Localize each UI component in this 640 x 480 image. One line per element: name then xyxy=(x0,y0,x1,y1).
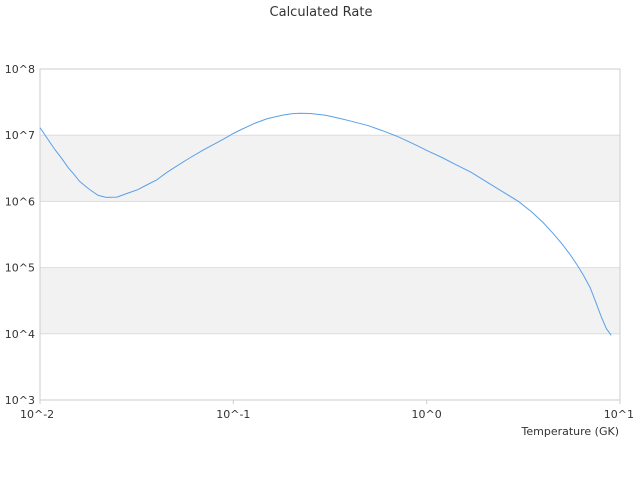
x-tick-label: 10^-2 xyxy=(20,408,54,421)
plot-border xyxy=(39,68,621,401)
y-tick-label: 10^8 xyxy=(5,63,35,76)
y-tick-label: 10^4 xyxy=(5,328,35,341)
grid-lines xyxy=(40,68,620,401)
plot-band xyxy=(40,267,620,334)
x-tick-label: 10^0 xyxy=(412,408,442,421)
x-tick-label: 10^-1 xyxy=(216,408,250,421)
x-axis: 10^-2 10^-1 10^0 10^1 xyxy=(20,400,634,421)
y-axis: 10^3 10^4 10^5 10^6 10^7 10^8 xyxy=(5,63,35,407)
y-tick-label: 10^3 xyxy=(5,394,35,407)
x-axis-title: Temperature (GK) xyxy=(521,425,620,438)
x-tick-label: 10^1 xyxy=(604,408,634,421)
chart-title: Calculated Rate xyxy=(270,5,373,20)
y-tick-label: 10^6 xyxy=(5,195,35,208)
series-line xyxy=(39,112,612,336)
y-tick-label: 10^5 xyxy=(5,262,35,275)
plot-bands xyxy=(40,135,620,334)
plot-band xyxy=(40,135,620,202)
y-tick-label: 10^7 xyxy=(5,129,35,142)
